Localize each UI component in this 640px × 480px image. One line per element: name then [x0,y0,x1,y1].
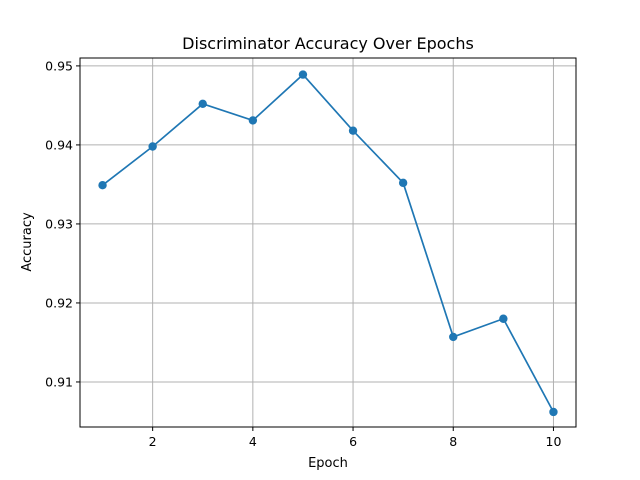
data-point [98,181,107,190]
y-tick-label: 0.93 [45,216,73,231]
x-tick-label: 2 [149,434,157,449]
series-line [102,73,555,413]
tick-layer: 2 4 6 8 10 0.91 0.92 0.93 0.94 0.95 [45,58,561,449]
y-tick-label: 0.92 [45,295,73,310]
grid-layer [80,58,576,427]
x-axis-label: Epoch [308,456,348,471]
x-tick-label: 4 [249,434,257,449]
series-layer [98,70,558,417]
x-tick-label: 8 [449,434,457,449]
y-axis-label: Accuracy [20,212,35,272]
data-point [248,116,258,125]
x-tick-label: 6 [349,434,357,449]
data-point [499,314,508,323]
y-tick-label: 0.91 [45,374,73,389]
plot-frame [79,57,577,428]
data-point [348,126,358,135]
data-point [549,407,558,417]
chart-title: Discriminator Accuracy Over Epochs [182,34,474,53]
y-tick-label: 0.94 [45,137,73,152]
data-point [298,70,308,79]
data-point [449,332,458,342]
x-tick-label: 10 [546,434,562,449]
data-point [148,142,157,151]
data-point [198,99,207,109]
data-point [398,178,408,188]
y-tick-label: 0.95 [45,58,73,73]
